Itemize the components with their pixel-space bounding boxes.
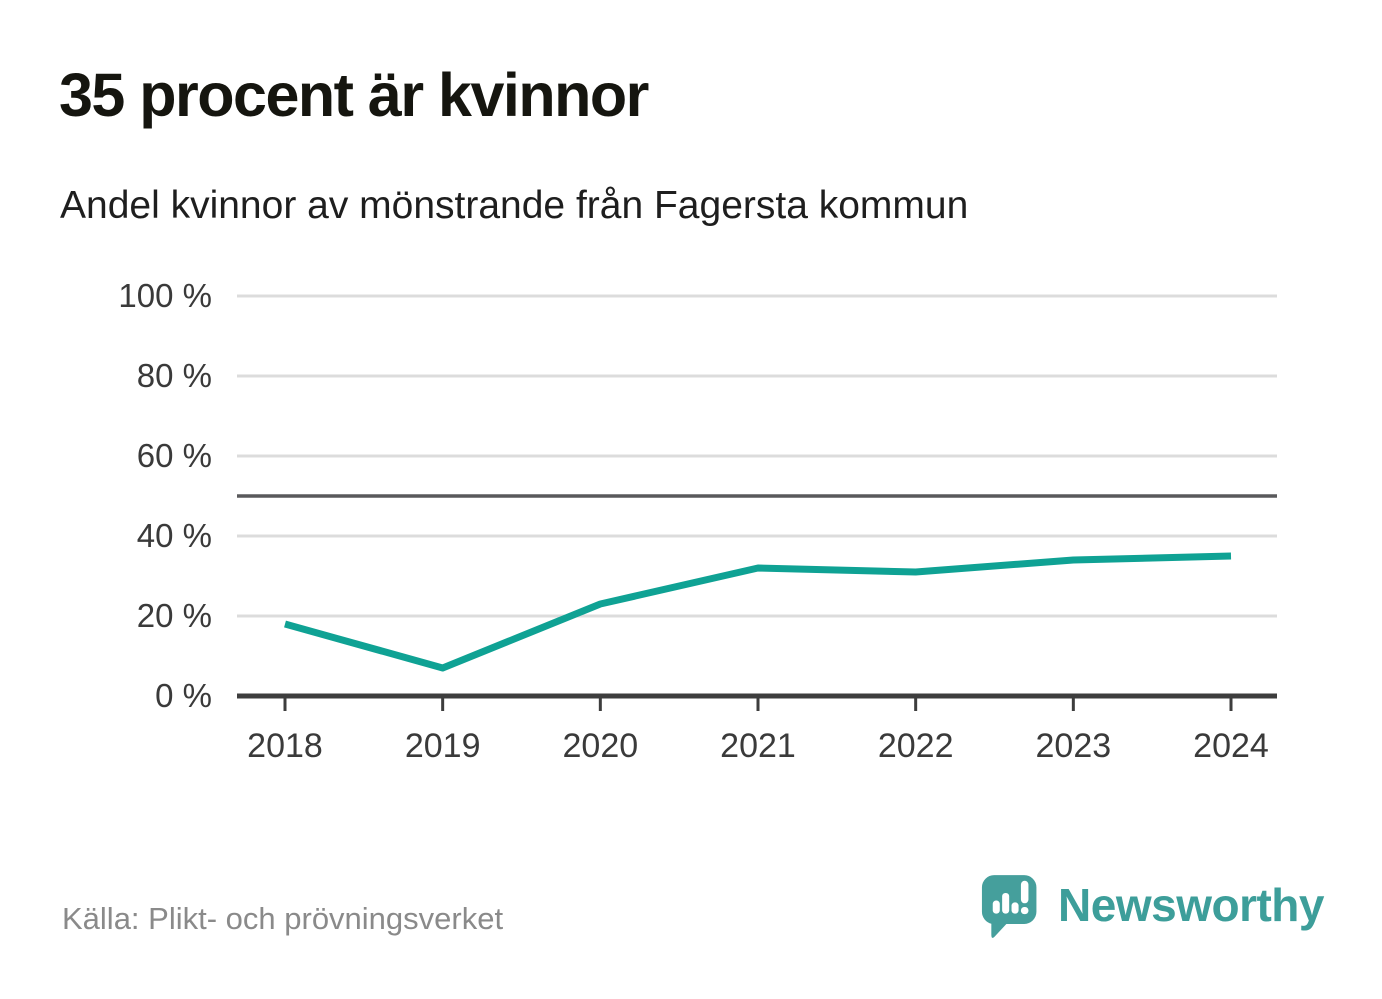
x-axis-label: 2019 (405, 727, 481, 765)
newsworthy-logo: Newsworthy (981, 874, 1324, 942)
chart-subtitle: Andel kvinnor av mönstrande från Fagerst… (60, 184, 969, 227)
x-axis-label: 2022 (878, 727, 954, 765)
newsworthy-logo-icon (981, 875, 1037, 938)
source-note: Källa: Plikt- och prövningsverket (62, 901, 504, 936)
y-axis-label: 60 % (137, 437, 212, 474)
x-axis-label: 2020 (563, 727, 639, 765)
data-line (284, 552, 1232, 672)
chart-title: 35 procent är kvinnor (59, 61, 649, 129)
x-axis-label: 2024 (1193, 727, 1269, 765)
newsworthy-logo-text: Newsworthy (1058, 879, 1324, 931)
y-axis-label: 80 % (137, 357, 212, 394)
x-axis-label: 2018 (247, 727, 323, 765)
x-axis-label: 2021 (720, 727, 796, 765)
y-axis-label: 40 % (137, 517, 212, 554)
y-axis-label: 0 % (155, 677, 212, 714)
x-axis-label: 2023 (1036, 727, 1112, 765)
y-axis-label: 20 % (137, 597, 212, 634)
y-axis-label: 100 % (118, 277, 212, 314)
